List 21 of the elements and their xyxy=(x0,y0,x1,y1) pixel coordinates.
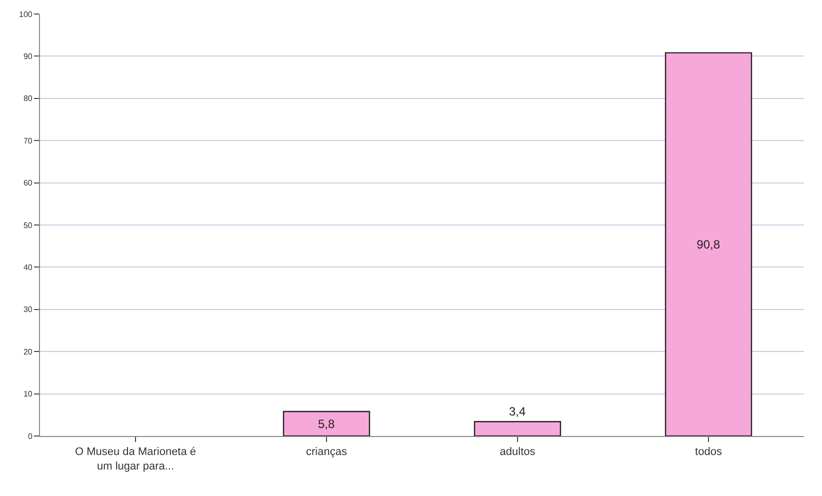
x-tick-label: O Museu da Marioneta é um lugar para... xyxy=(74,446,196,472)
bar xyxy=(474,421,562,436)
y-tick-label: 50 xyxy=(23,220,33,230)
data-label: 5,8 xyxy=(318,416,336,431)
y-tick-label: 40 xyxy=(23,263,33,272)
y-tick-label: 10 xyxy=(23,390,33,399)
y-tick-label: 90 xyxy=(23,52,33,61)
data-label: 90,8 xyxy=(696,237,720,252)
y-tick-label: 20 xyxy=(23,347,33,356)
y-tick-label: 0 xyxy=(28,432,33,441)
bar xyxy=(282,410,370,436)
y-tick-label: 60 xyxy=(23,178,33,188)
y-tick-label: 80 xyxy=(23,94,33,104)
x-tick-label: crianças xyxy=(306,446,348,458)
bar xyxy=(664,52,752,436)
y-tick-label: 70 xyxy=(23,136,33,146)
x-tick-label: adultos xyxy=(500,446,536,458)
y-tick-label: 100 xyxy=(19,10,33,19)
y-tick-label: 30 xyxy=(23,305,33,314)
data-label: 3,4 xyxy=(509,404,526,419)
x-tick-label: todos xyxy=(695,446,722,458)
